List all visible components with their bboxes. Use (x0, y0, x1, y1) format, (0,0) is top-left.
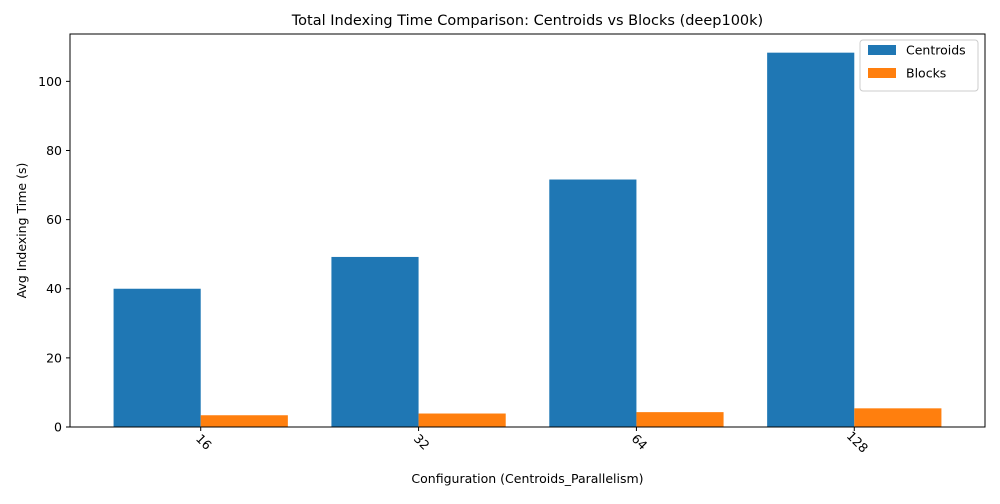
legend-swatch-blocks (868, 68, 896, 78)
bar-blocks-16 (200, 415, 288, 427)
x-tick-label: 128 (844, 428, 872, 456)
legend-label-centroids: Centroids (906, 43, 966, 58)
x-tick-label: 64 (629, 431, 651, 453)
y-axis-label: Avg Indexing Time (s) (14, 163, 29, 299)
chart-title: Total Indexing Time Comparison: Centroid… (291, 13, 763, 29)
bar-centroids-128 (767, 52, 855, 427)
legend: Centroids Blocks (859, 39, 979, 92)
bars-layer (113, 52, 942, 427)
axes-layer (69, 33, 986, 428)
y-tick-label: 100 (38, 74, 62, 89)
plot-frame (69, 33, 986, 428)
y-tick-label: 60 (46, 212, 62, 227)
bar-centroids-32 (331, 256, 419, 427)
y-tick-label: 80 (46, 143, 62, 158)
bar-centroids-16 (113, 288, 201, 427)
x-tick-label: 16 (193, 431, 215, 453)
x-axis-ticks: 16 32 64 128 (193, 427, 871, 456)
legend-swatch-centroids (868, 45, 896, 55)
legend-label-blocks: Blocks (906, 66, 946, 81)
bar-centroids-64 (549, 179, 637, 427)
bar-blocks-128 (854, 408, 942, 427)
bar-blocks-32 (418, 413, 506, 427)
bar-blocks-64 (636, 412, 724, 427)
y-axis-ticks: 0 20 40 60 80 100 (38, 74, 70, 435)
y-tick-label: 20 (46, 350, 62, 365)
x-axis-label: Configuration (Centroids_Parallelism) (411, 471, 643, 486)
x-tick-label: 32 (411, 431, 433, 453)
y-tick-label: 0 (54, 420, 62, 435)
y-tick-label: 40 (46, 281, 62, 296)
